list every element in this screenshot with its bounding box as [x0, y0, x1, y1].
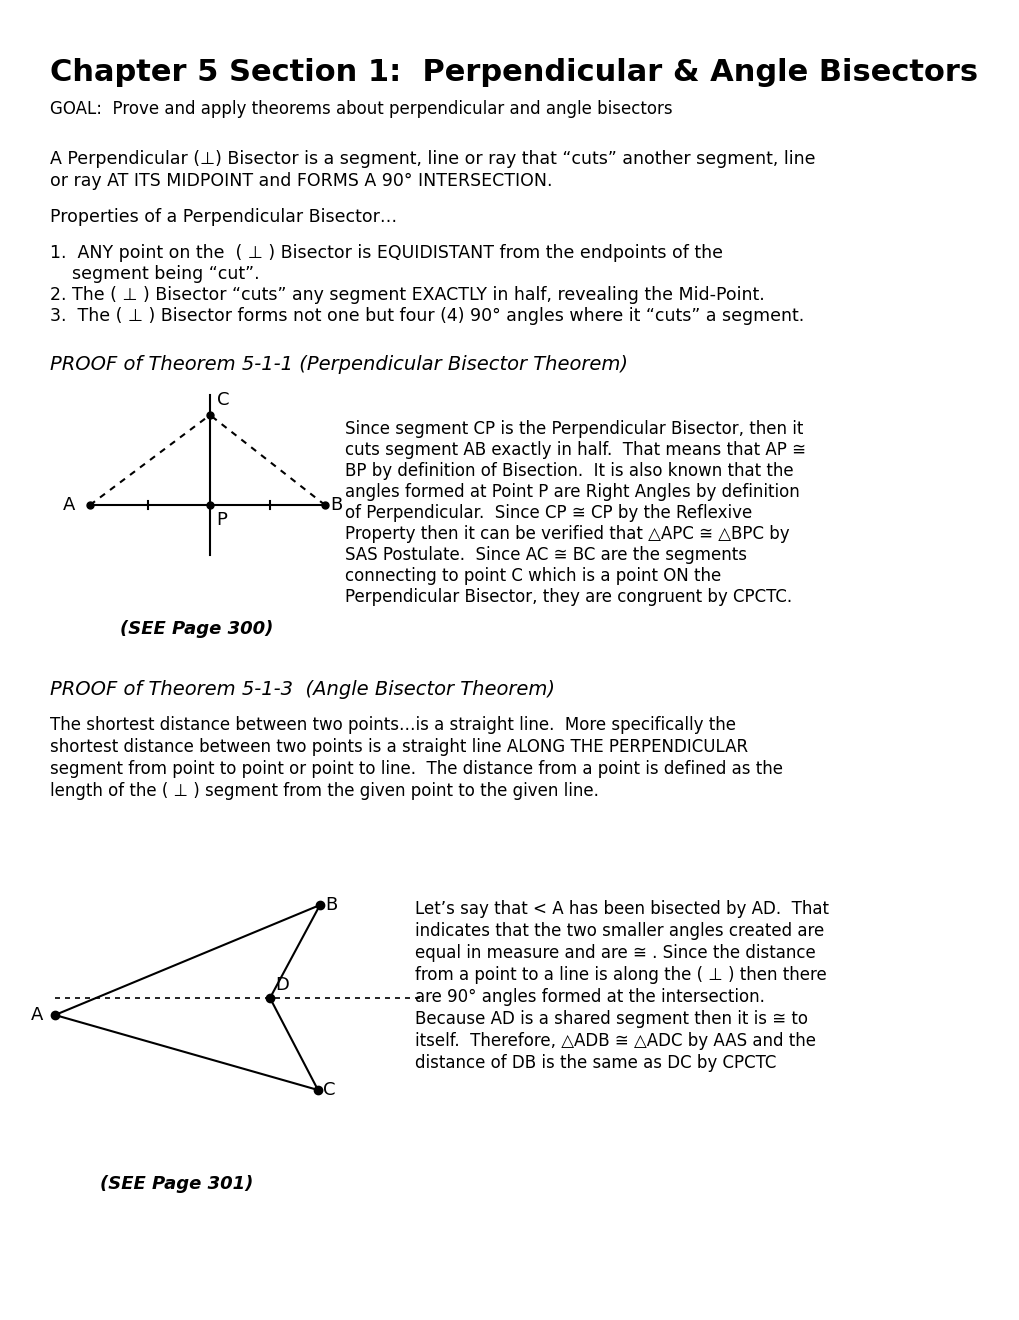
Text: B: B — [330, 496, 342, 513]
Text: indicates that the two smaller angles created are: indicates that the two smaller angles cr… — [415, 921, 823, 940]
Text: 1.  ANY point on the  ( ⊥ ) Bisector is EQUIDISTANT from the endpoints of the: 1. ANY point on the ( ⊥ ) Bisector is EQ… — [50, 244, 722, 261]
Text: D: D — [275, 975, 288, 994]
Text: P: P — [216, 511, 226, 529]
Text: segment being “cut”.: segment being “cut”. — [50, 265, 260, 282]
Text: The shortest distance between two points…is a straight line.  More specifically : The shortest distance between two points… — [50, 715, 736, 734]
Text: connecting to point C which is a point ON the: connecting to point C which is a point O… — [344, 568, 720, 585]
Text: PROOF of Theorem 5-1-3  (Angle Bisector Theorem): PROOF of Theorem 5-1-3 (Angle Bisector T… — [50, 680, 554, 700]
Text: BP by definition of Bisection.  It is also known that the: BP by definition of Bisection. It is als… — [344, 462, 793, 480]
Text: angles formed at Point P are Right Angles by definition: angles formed at Point P are Right Angle… — [344, 483, 799, 502]
Text: (SEE Page 300): (SEE Page 300) — [120, 620, 273, 638]
Text: are 90° angles formed at the intersection.: are 90° angles formed at the intersectio… — [415, 987, 764, 1006]
Text: C: C — [217, 391, 229, 409]
Text: A: A — [31, 1006, 43, 1024]
Text: cuts segment AB exactly in half.  That means that AP ≅: cuts segment AB exactly in half. That me… — [344, 441, 805, 459]
Text: (SEE Page 301): (SEE Page 301) — [100, 1175, 253, 1193]
Text: Perpendicular Bisector, they are congruent by CPCTC.: Perpendicular Bisector, they are congrue… — [344, 587, 792, 606]
Text: Property then it can be verified that △APC ≅ △BPC by: Property then it can be verified that △A… — [344, 525, 789, 543]
Text: from a point to a line is along the ( ⊥ ) then there: from a point to a line is along the ( ⊥ … — [415, 966, 826, 983]
Text: 3.  The ( ⊥ ) Bisector forms not one but four (4) 90° angles where it “cuts” a s: 3. The ( ⊥ ) Bisector forms not one but … — [50, 308, 803, 325]
Text: equal in measure and are ≅ . Since the distance: equal in measure and are ≅ . Since the d… — [415, 944, 815, 962]
Text: B: B — [325, 896, 337, 913]
Text: of Perpendicular.  Since CP ≅ CP by the Reflexive: of Perpendicular. Since CP ≅ CP by the R… — [344, 504, 752, 521]
Text: Because AD is a shared segment then it is ≅ to: Because AD is a shared segment then it i… — [415, 1010, 807, 1028]
Text: C: C — [323, 1081, 335, 1100]
Text: Let’s say that < A has been bisected by AD.  That: Let’s say that < A has been bisected by … — [415, 900, 828, 917]
Text: 2. The ( ⊥ ) Bisector “cuts” any segment EXACTLY in half, revealing the Mid-Poin: 2. The ( ⊥ ) Bisector “cuts” any segment… — [50, 286, 764, 304]
Text: itself.  Therefore, △ADB ≅ △ADC by AAS and the: itself. Therefore, △ADB ≅ △ADC by AAS an… — [415, 1032, 815, 1049]
Text: PROOF of Theorem 5-1-1 (Perpendicular Bisector Theorem): PROOF of Theorem 5-1-1 (Perpendicular Bi… — [50, 355, 628, 374]
Text: GOAL:  Prove and apply theorems about perpendicular and angle bisectors: GOAL: Prove and apply theorems about per… — [50, 100, 672, 117]
Text: A: A — [62, 496, 75, 513]
Text: segment from point to point or point to line.  The distance from a point is defi: segment from point to point or point to … — [50, 760, 783, 777]
Text: Chapter 5 Section 1:  Perpendicular & Angle Bisectors: Chapter 5 Section 1: Perpendicular & Ang… — [50, 58, 977, 87]
Text: SAS Postulate.  Since AC ≅ BC are the segments: SAS Postulate. Since AC ≅ BC are the seg… — [344, 546, 746, 564]
Text: length of the ( ⊥ ) segment from the given point to the given line.: length of the ( ⊥ ) segment from the giv… — [50, 781, 598, 800]
Text: shortest distance between two points is a straight line ALONG THE PERPENDICULAR: shortest distance between two points is … — [50, 738, 747, 756]
Text: Since segment CP is the Perpendicular Bisector, then it: Since segment CP is the Perpendicular Bi… — [344, 420, 803, 438]
Text: A Perpendicular (⊥) Bisector is a segment, line or ray that “cuts” another segme: A Perpendicular (⊥) Bisector is a segmen… — [50, 150, 815, 168]
Text: distance of DB is the same as DC by CPCTC: distance of DB is the same as DC by CPCT… — [415, 1053, 775, 1072]
Text: Properties of a Perpendicular Bisector…: Properties of a Perpendicular Bisector… — [50, 209, 396, 226]
Text: or ray AT ITS MIDPOINT and FORMS A 90° INTERSECTION.: or ray AT ITS MIDPOINT and FORMS A 90° I… — [50, 172, 552, 190]
